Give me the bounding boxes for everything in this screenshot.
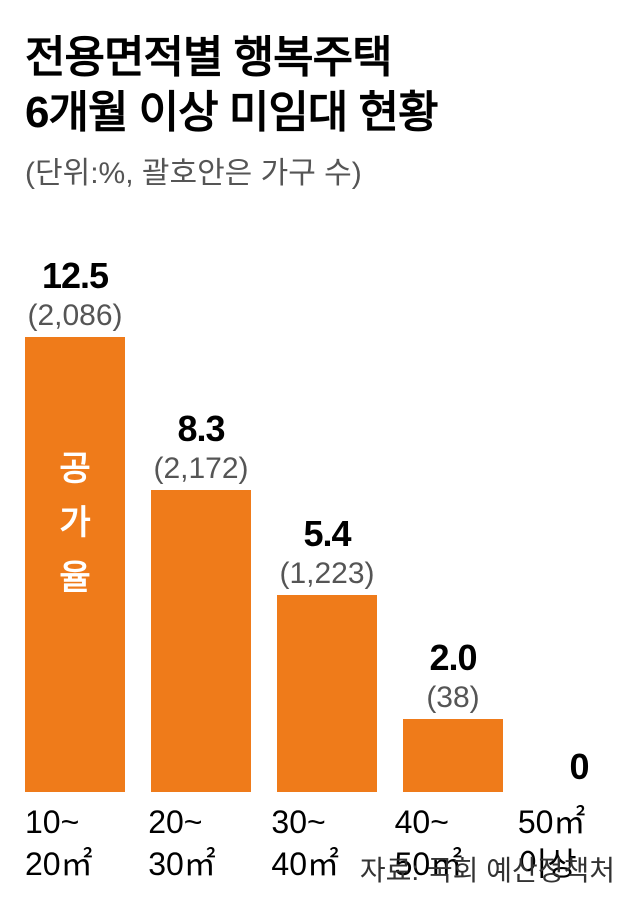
y-axis-char-1: 공 [55,442,95,496]
bars-container: 12.5 (2,086) 8.3 (2,172) 5.4 (1,223) 2.0… [25,232,615,792]
bar-2 [277,595,377,792]
x-label-3-line1: 40~ [395,804,449,840]
bar-slot-1: 8.3 (2,172) [151,408,251,792]
x-label-2: 30~ 40㎡ [271,802,368,885]
y-axis-in-bar-label: 공 가 율 [55,442,95,605]
x-label-0-line2: 20㎡ [25,846,93,882]
x-label-2-line1: 30~ [271,804,325,840]
bar-value-0: 12.5 [27,255,122,297]
y-axis-char-2: 가 [55,496,95,550]
x-label-2-line2: 40㎡ [271,846,339,882]
bar-labels-3: 2.0 (38) [426,637,479,715]
bar-value-4: 0 [569,746,588,788]
x-label-0: 10~ 20㎡ [25,802,122,885]
bar-paren-0: (2,086) [27,299,122,333]
bar-labels-2: 5.4 (1,223) [279,513,374,591]
title-block: 전용면적별 행복주택 6개월 이상 미임대 현황 [25,30,615,140]
x-label-0-line1: 10~ [25,804,79,840]
x-label-1-line1: 20~ [148,804,202,840]
x-label-1: 20~ 30㎡ [148,802,245,885]
source-text: 자료: 국회 예산정책처 [360,849,615,889]
x-label-1-line2: 30㎡ [148,846,216,882]
bar-paren-2: (1,223) [279,557,374,591]
bar-value-2: 5.4 [279,513,374,555]
bar-labels-0: 12.5 (2,086) [27,255,122,333]
bar-chart: 12.5 (2,086) 8.3 (2,172) 5.4 (1,223) 2.0… [25,232,615,792]
bar-paren-1: (2,172) [153,452,248,486]
y-axis-char-3: 율 [55,551,95,605]
bar-1 [151,490,251,792]
title-line-2: 6개월 이상 미임대 현황 [25,85,615,140]
bar-labels-4: 0 [569,746,588,788]
bar-labels-1: 8.3 (2,172) [153,408,248,486]
bar-paren-3: (38) [426,681,479,715]
bar-slot-4: 0 [529,746,629,792]
bar-value-3: 2.0 [426,637,479,679]
x-label-4-line1: 50㎡ [518,804,586,840]
subtitle: (단위:%, 괄호안은 가구 수) [25,148,615,192]
bar-slot-3: 2.0 (38) [403,637,503,792]
title-line-1: 전용면적별 행복주택 [25,30,615,85]
bar-3 [403,719,503,792]
bar-value-1: 8.3 [153,408,248,450]
bar-slot-2: 5.4 (1,223) [277,513,377,792]
